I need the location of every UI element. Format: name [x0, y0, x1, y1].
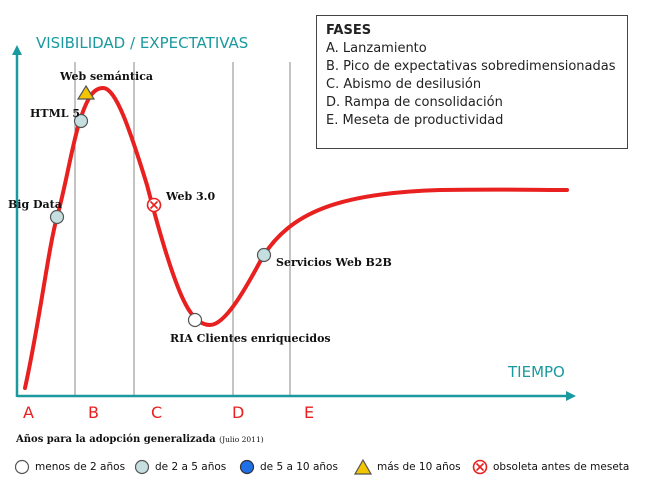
web-semantica-marker [76, 84, 96, 100]
html5-marker [73, 113, 89, 129]
phase-letter-b: B [88, 403, 99, 422]
fases-item-c: C. Abismo de desilusión [326, 77, 482, 92]
phase-letter-a: A [23, 403, 34, 422]
adoption-date-note: (Julio 2011) [219, 435, 264, 444]
light-blue-circle-icon [134, 459, 150, 475]
ria-label: RIA Clientes enriquecidos [170, 332, 331, 345]
legend-item-less-2: menos de 2 años [14, 457, 125, 477]
web-3-marker [146, 197, 162, 213]
yellow-triangle-icon [354, 459, 372, 475]
legend-label: menos de 2 años [35, 461, 126, 473]
fases-item-e: E. Meseta de productividad [326, 113, 504, 128]
phase-letter-c: C [151, 403, 162, 422]
html5-label: HTML 5 [30, 107, 80, 120]
hype-curve [23, 85, 569, 390]
adoption-title: Años para la adopción generalizada (Juli… [16, 434, 264, 445]
legend-item-obsolete: obsoleta antes de meseta [472, 457, 629, 477]
fases-item-a: A. Lanzamiento [326, 41, 427, 56]
white-circle-icon [14, 459, 30, 475]
ria-marker [187, 312, 203, 328]
fases-box: FASES A. Lanzamiento B. Pico de expectat… [316, 15, 628, 149]
x-axis-title: TIEMPO [507, 363, 565, 381]
legend: menos de 2 años de 2 a 5 años de 5 a 10 … [14, 457, 654, 479]
legend-label: de 2 a 5 años [155, 461, 227, 473]
big-data-marker [49, 209, 65, 225]
phase-letter-d: D [232, 403, 244, 422]
phase-dividers [74, 62, 291, 395]
legend-item-more-10: más de 10 años [354, 457, 461, 477]
big-data-label: Big Data [8, 198, 62, 211]
legend-label: más de 10 años [377, 461, 461, 473]
fases-item-d: D. Rampa de consolidación [326, 95, 503, 110]
web-3-label: Web 3.0 [165, 190, 215, 203]
adoption-title-text: Años para la adopción generalizada [16, 434, 216, 445]
blue-circle-icon [239, 459, 255, 475]
legend-label: de 5 a 10 años [260, 461, 338, 473]
fases-item-b: B. Pico de expectativas sobredimensionad… [326, 59, 616, 74]
servicios-web-b2b-label: Servicios Web B2B [276, 256, 392, 269]
y-axis-title: VISIBILIDAD / EXPECTATIVAS [36, 34, 248, 52]
phase-letter-e: E [304, 403, 314, 422]
obsolete-x-circle-icon [472, 459, 488, 475]
servicios-web-b2b-marker [256, 247, 272, 263]
legend-item-5-10: de 5 a 10 años [239, 457, 338, 477]
web-semantica-label: Web semántica [59, 70, 153, 83]
legend-label: obsoleta antes de meseta [493, 461, 630, 473]
legend-item-2-5: de 2 a 5 años [134, 457, 226, 477]
fases-title: FASES [326, 23, 372, 38]
